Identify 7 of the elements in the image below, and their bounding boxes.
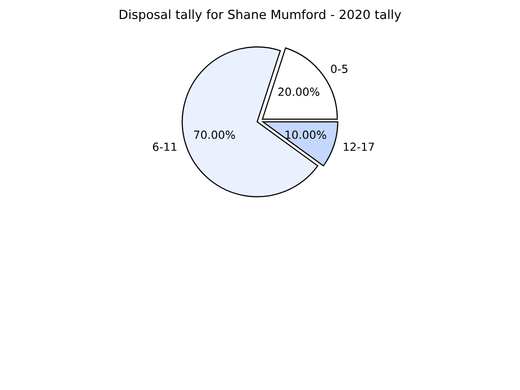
slice-label: 6-11 xyxy=(152,142,176,151)
chart-title: Disposal tally for Shane Mumford - 2020 tally xyxy=(120,9,402,22)
data-label: 20.00% xyxy=(278,88,320,96)
slice-label: 12-17 xyxy=(344,142,374,151)
data-label: 10.00% xyxy=(286,130,326,139)
slice-label: 0-5 xyxy=(331,64,348,74)
data-label: 70.00% xyxy=(194,130,235,139)
